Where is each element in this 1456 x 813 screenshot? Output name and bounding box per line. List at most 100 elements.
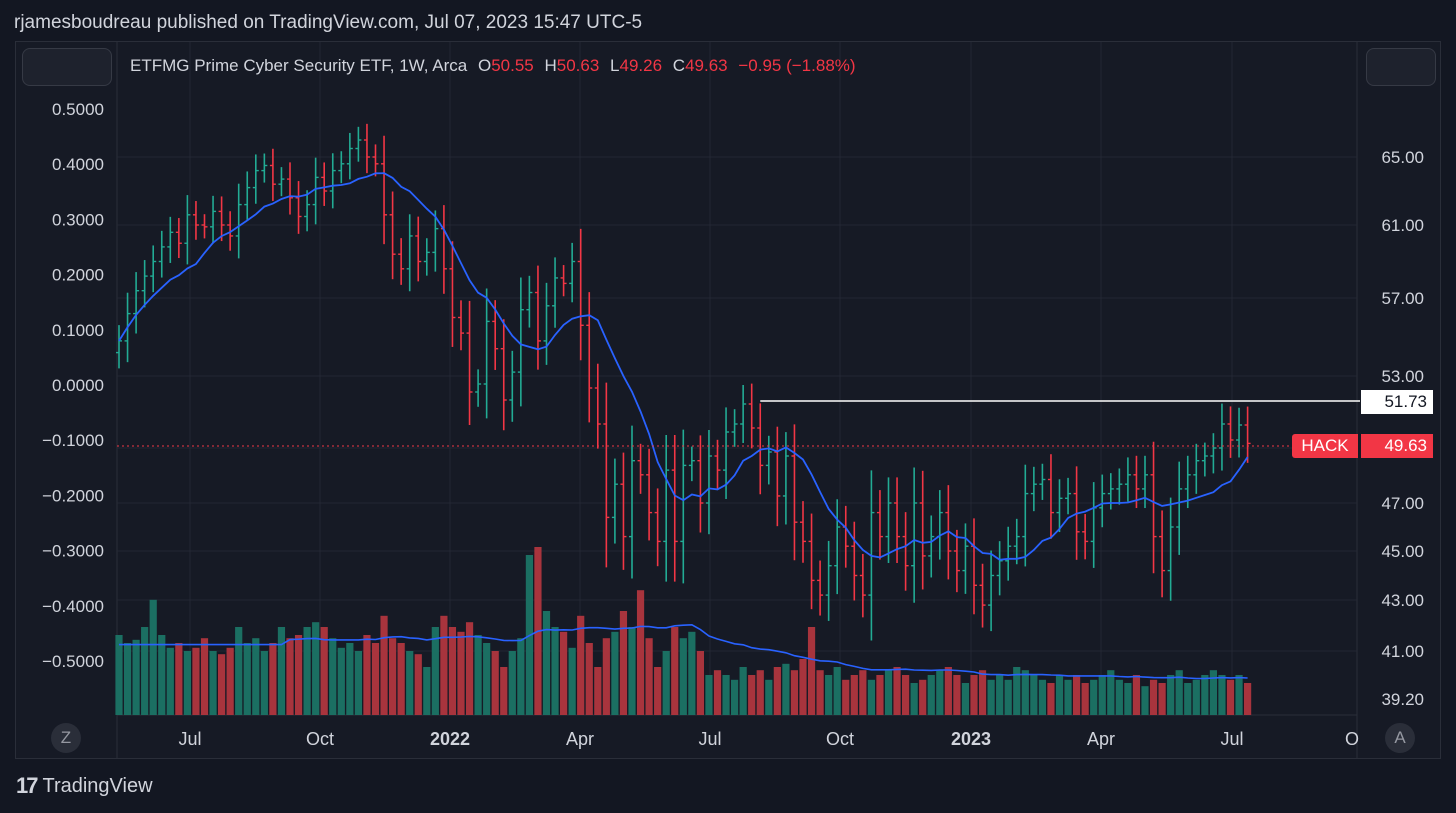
zoom-button[interactable]: Z [51,723,81,753]
right-axis-tick: 47.00 [1381,494,1424,513]
volume-bar [859,670,867,715]
price-bar [466,300,473,425]
volume-bar [671,627,679,715]
volume-bar [1021,670,1029,715]
volume-bar [517,638,525,715]
price-bar [449,241,456,347]
volume-bar [1201,675,1209,715]
left-axis-tick: −0.1000 [42,431,104,450]
time-axis-tick: 2023 [951,729,991,749]
top-right-panel[interactable] [1366,48,1436,86]
price-bar [663,435,670,582]
price-bar [500,319,507,431]
volume-bar [346,643,354,715]
price-bar [817,560,824,616]
price-moving-average [118,172,1249,561]
volume-bar [406,651,414,715]
symbol-title: ETFMG Prime Cyber Security ETF, 1W, Arca [130,56,468,75]
price-bar [774,426,781,527]
time-axis-tick: 2022 [430,729,470,749]
price-bar [1176,461,1183,555]
price-bar [372,144,379,177]
price-bar [825,540,832,621]
price-bar [603,382,610,568]
volume-bar [123,643,132,715]
price-bar [287,162,293,215]
volume-bar [816,670,824,715]
price-bar [167,216,174,263]
top-left-panel[interactable] [22,48,112,86]
price-bar [1236,407,1243,458]
price-bar [586,292,593,423]
price-bar [637,443,644,494]
grid-lines [116,42,1358,759]
price-bar [218,196,225,242]
volume-bar [277,627,286,715]
volume-bar [970,675,978,715]
volume-bar [756,670,764,715]
resistance-price-tag: 51.73 [1361,390,1433,414]
volume-bar [440,615,448,715]
price-bar [534,265,541,370]
price-bar [252,154,259,204]
volume-bar [1184,683,1192,715]
high-value: 50.63 [556,56,600,75]
open-label: O [477,56,492,75]
price-bar [184,195,191,265]
right-axis-tick: 41.00 [1381,642,1424,661]
volume-bar [833,667,841,715]
volume-bar [722,675,730,715]
volume-bar [850,675,858,715]
horizontal-levels [117,400,1360,447]
volume-bar [1218,675,1226,715]
volume-bar [568,647,576,715]
volume-bar [329,638,337,715]
price-bar [423,238,430,276]
volume-bar [508,651,516,715]
price-bar [201,214,208,239]
time-axis-tick: Jul [178,729,201,749]
price-bar [235,183,242,259]
volume-bar [149,599,157,715]
close-label: C [672,56,686,75]
price-bar [842,505,849,568]
price-bar [150,245,157,293]
volume-moving-average [119,623,1248,680]
price-bar [192,201,199,240]
price-bar [928,515,935,578]
volume-bar [662,651,670,715]
right-axis-tick: 57.00 [1381,289,1424,308]
volume-bar [944,667,952,715]
price-bar [492,300,499,370]
left-axis-tick: −0.2000 [42,486,104,505]
price-bar [936,490,943,560]
price-bar [714,439,721,490]
auto-scale-button[interactable]: A [1385,723,1415,753]
volume-bar [1141,686,1149,715]
volume-bar [919,679,927,715]
price-bar [902,512,909,591]
price-bar [1030,466,1037,512]
volume-bar [192,647,200,715]
volume-bar [953,675,961,715]
volume-ma-line [119,623,1248,680]
price-bar [475,369,482,407]
volume-bar [1167,675,1175,715]
price-bar [1184,455,1191,509]
volume-bar [893,667,901,715]
volume-bar [1047,683,1055,715]
volume-bar [645,638,653,715]
price-bar [620,452,627,570]
volume-bar [696,651,704,715]
price-bar [543,282,550,365]
volume-bar [1226,679,1235,715]
volume-bar [842,679,850,715]
price-bar [406,214,413,292]
price-bar [800,501,806,563]
price-bar [611,458,618,544]
volume-bar [594,667,602,715]
last-price-tag: 49.63 [1361,434,1433,458]
volume-bar [1038,679,1046,715]
volume-bar [371,643,380,715]
